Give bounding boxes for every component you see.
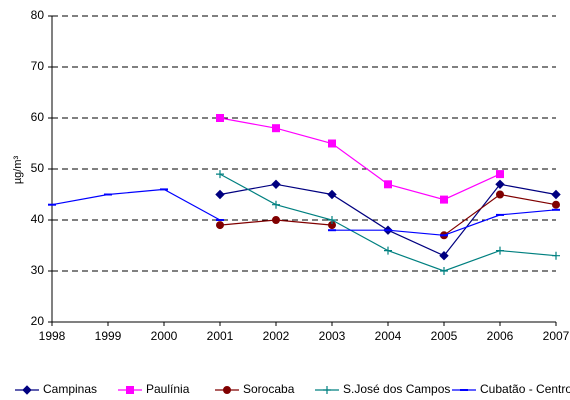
marker bbox=[551, 189, 561, 200]
y-tick-label: 50 bbox=[31, 161, 45, 175]
marker bbox=[439, 250, 449, 261]
x-tick-label: 2005 bbox=[431, 329, 458, 343]
x-tick-label: 2006 bbox=[487, 329, 514, 343]
legend-label: Paulínia bbox=[146, 382, 190, 396]
marker bbox=[496, 170, 504, 179]
legend-label: Sorocaba bbox=[243, 382, 295, 396]
y-tick-label: 30 bbox=[31, 263, 45, 277]
marker bbox=[272, 124, 280, 133]
marker bbox=[552, 200, 560, 209]
legend-label: S.José dos Campos bbox=[343, 382, 450, 396]
x-tick-label: 1999 bbox=[95, 329, 122, 343]
legend-label: Cubatão - Centro bbox=[480, 382, 570, 396]
legend-item: Campinas bbox=[15, 382, 97, 396]
marker bbox=[328, 139, 336, 148]
y-tick-label: 40 bbox=[31, 212, 45, 226]
marker bbox=[216, 170, 224, 179]
marker bbox=[216, 114, 224, 122]
marker bbox=[216, 221, 224, 230]
legend-marker bbox=[323, 386, 331, 394]
legend-item: Paulínia bbox=[118, 382, 190, 396]
marker bbox=[271, 179, 281, 190]
y-axis-label: µg/m³ bbox=[12, 155, 24, 184]
y-tick-label: 60 bbox=[31, 110, 45, 124]
y-tick-label: 80 bbox=[31, 8, 45, 22]
marker bbox=[384, 246, 392, 255]
marker bbox=[328, 216, 336, 224]
marker bbox=[327, 189, 337, 200]
legend-label: Campinas bbox=[43, 382, 97, 396]
series-line bbox=[219, 173, 557, 272]
x-tick-label: 2001 bbox=[207, 329, 234, 343]
legend-marker bbox=[223, 386, 231, 394]
legend-marker bbox=[126, 386, 134, 394]
y-tick-label: 70 bbox=[31, 59, 45, 73]
marker bbox=[552, 251, 560, 260]
marker bbox=[496, 190, 504, 199]
x-tick-label: 2004 bbox=[375, 329, 402, 343]
y-tick-label: 20 bbox=[31, 314, 45, 328]
x-tick-label: 2007 bbox=[543, 329, 570, 343]
legend-marker bbox=[22, 385, 32, 395]
legend-item: Cubatão - Centro bbox=[452, 382, 570, 396]
marker bbox=[272, 216, 280, 224]
marker bbox=[384, 180, 392, 189]
marker bbox=[496, 246, 504, 255]
legend-item: Sorocaba bbox=[215, 382, 295, 396]
x-tick-label: 2000 bbox=[151, 329, 178, 343]
marker bbox=[440, 195, 448, 204]
x-tick-label: 1998 bbox=[39, 329, 66, 343]
x-tick-label: 2003 bbox=[319, 329, 346, 343]
marker bbox=[440, 267, 448, 275]
series-line bbox=[219, 117, 501, 201]
legend-item: S.José dos Campos bbox=[315, 382, 450, 396]
marker bbox=[215, 189, 225, 200]
x-tick-label: 2002 bbox=[263, 329, 290, 343]
marker bbox=[272, 200, 280, 209]
marker bbox=[495, 179, 505, 190]
